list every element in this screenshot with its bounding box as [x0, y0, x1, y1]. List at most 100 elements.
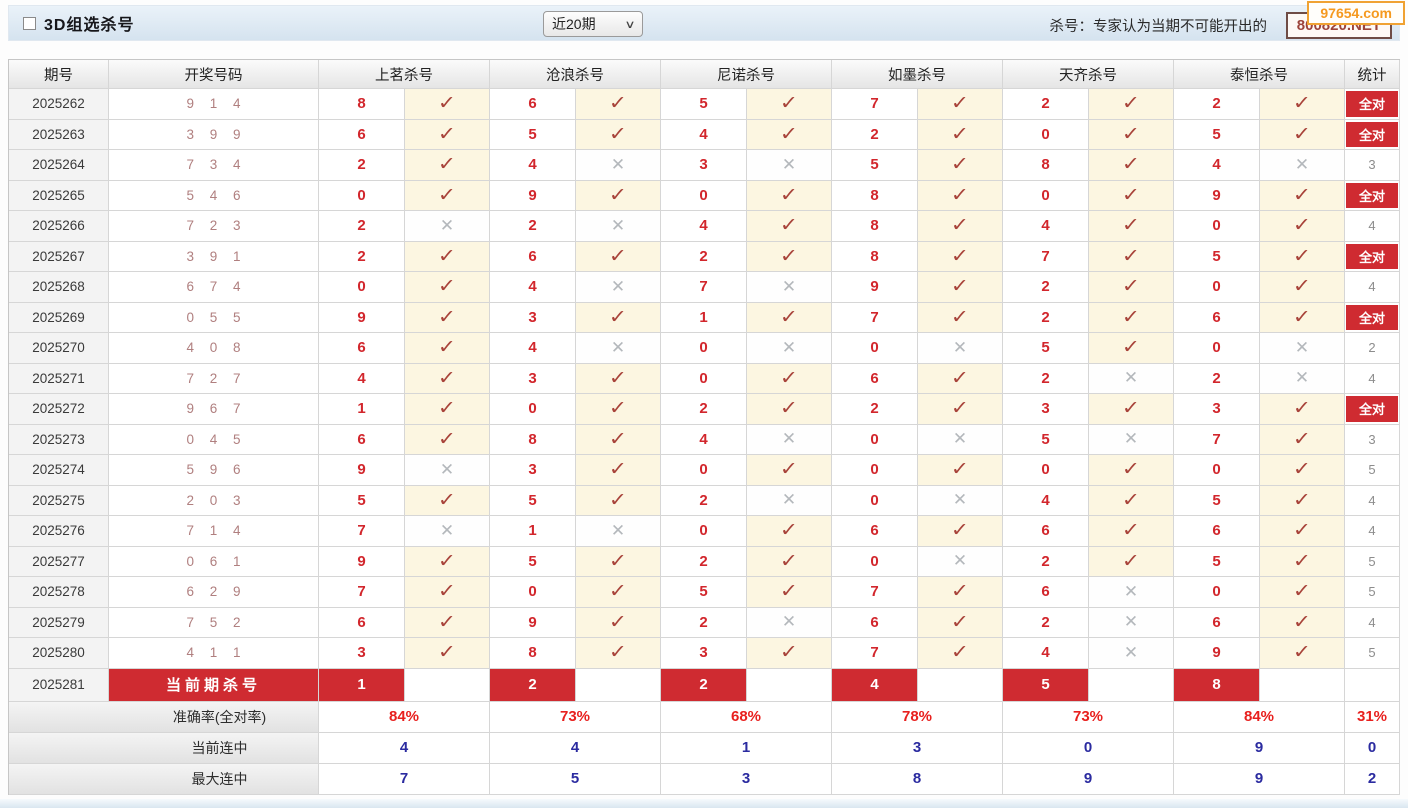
- kill-result-cell: ✓: [1260, 119, 1345, 150]
- check-icon: ✓: [437, 581, 457, 603]
- check-icon: ✓: [1121, 245, 1141, 267]
- kill-number-cell: 3: [1174, 394, 1260, 425]
- cross-icon: ✕: [781, 490, 797, 510]
- kill-number-cell: 5: [1174, 119, 1260, 150]
- all-match-badge: 全对: [1346, 182, 1398, 208]
- check-icon: ✓: [950, 520, 970, 542]
- kill-number-cell: 6: [319, 424, 405, 455]
- recent-periods-select[interactable]: 近20期 ∨: [543, 11, 643, 37]
- check-icon: ✓: [608, 642, 628, 664]
- kill-result-cell: ✕: [1089, 607, 1174, 638]
- cross-icon: ✕: [1123, 612, 1139, 632]
- kill-number-cell: 1: [319, 394, 405, 425]
- kill-number-cell: 1: [490, 516, 576, 547]
- kill-result-cell: ✓: [918, 394, 1003, 425]
- kill-result-cell: ✕: [405, 455, 490, 486]
- kill-result-cell: ✓: [918, 516, 1003, 547]
- check-icon: ✓: [437, 123, 457, 145]
- kill-number-cell: 5: [832, 150, 918, 181]
- draw-numbers-cell: 0 4 5: [109, 424, 319, 455]
- kill-result-cell: ✓: [747, 89, 832, 120]
- recent-periods-value: 近20期: [552, 16, 596, 32]
- summary-stat-cell: 0: [1345, 732, 1400, 764]
- cross-icon: ✕: [952, 551, 968, 571]
- period-cell: 2025278: [9, 577, 109, 608]
- cross-icon: ✕: [1123, 368, 1139, 388]
- kill-number-cell: 0: [1174, 211, 1260, 242]
- kill-result-cell: ✓: [405, 485, 490, 516]
- check-icon: ✓: [1292, 520, 1312, 542]
- check-icon: ✓: [950, 398, 970, 420]
- select-checkbox[interactable]: [23, 16, 36, 30]
- kill-number-cell: 4: [1174, 150, 1260, 181]
- stat-cell: 4: [1345, 516, 1400, 547]
- kill-result-cell: [918, 668, 1003, 702]
- kill-result-cell: ✓: [1260, 89, 1345, 120]
- kill-number-cell: 7: [832, 577, 918, 608]
- period-cell: 2025274: [9, 455, 109, 486]
- check-icon: ✓: [1292, 459, 1312, 481]
- draw-numbers-cell: 0 6 1: [109, 546, 319, 577]
- kill-number-cell: 8: [832, 241, 918, 272]
- summary-label-cell: 当前连中: [9, 732, 319, 764]
- kill-number-cell: 0: [832, 485, 918, 516]
- summary-stat-cell: 31%: [1345, 701, 1400, 733]
- kill-result-cell: ✓: [1089, 302, 1174, 333]
- draw-numbers-cell: 9 1 4: [109, 89, 319, 120]
- check-icon: ✓: [1121, 398, 1141, 420]
- kill-result-cell: ✓: [747, 455, 832, 486]
- kill-result-cell: ✕: [1260, 363, 1345, 394]
- kill-result-cell: ✕: [918, 424, 1003, 455]
- cross-icon: ✕: [610, 215, 626, 235]
- kill-result-cell: ✓: [747, 180, 832, 211]
- kill-result-cell: ✓: [1260, 455, 1345, 486]
- kill-number-cell: 4: [490, 150, 576, 181]
- kill-number-cell: 6: [319, 607, 405, 638]
- kill-result-cell: ✓: [405, 89, 490, 120]
- check-icon: ✓: [608, 489, 628, 511]
- kill-result-cell: ✓: [576, 638, 661, 669]
- kill-number-cell: 6: [1174, 607, 1260, 638]
- kill-result-cell: ✓: [747, 546, 832, 577]
- kill-result-cell: ✕: [576, 211, 661, 242]
- kill-number-cell: 8: [832, 211, 918, 242]
- kill-result-cell: ✓: [747, 394, 832, 425]
- check-icon: ✓: [950, 306, 970, 328]
- kill-number-cell: 6: [319, 333, 405, 364]
- kill-number-cell: 2: [319, 211, 405, 242]
- kill-result-cell: ✓: [1089, 394, 1174, 425]
- kill-number-cell: 6: [1003, 516, 1089, 547]
- kill-number-cell: 6: [319, 119, 405, 150]
- period-cell: 2025262: [9, 89, 109, 120]
- kill-result-cell: ✕: [405, 516, 490, 547]
- cross-icon: ✕: [439, 215, 455, 235]
- check-icon: ✓: [1121, 520, 1141, 542]
- kill-number-cell: 2: [1174, 89, 1260, 120]
- kill-number-cell: 4: [490, 272, 576, 303]
- summary-value-cell: 4: [319, 732, 490, 764]
- kill-number-cell: 4: [661, 424, 747, 455]
- kill-result-cell: ✓: [747, 363, 832, 394]
- current-kill-number-cell: 2: [661, 668, 747, 702]
- check-icon: ✓: [950, 154, 970, 176]
- check-icon: ✓: [1292, 93, 1312, 115]
- kill-number-cell: 7: [1174, 424, 1260, 455]
- check-icon: ✓: [608, 245, 628, 267]
- summary-value-cell: 3: [661, 763, 832, 795]
- kill-number-cell: 3: [1003, 394, 1089, 425]
- kill-result-cell: ✕: [747, 333, 832, 364]
- kill-number-cell: 2: [319, 150, 405, 181]
- current-kill-number-cell: 2: [490, 668, 576, 702]
- kill-number-cell: 3: [490, 302, 576, 333]
- check-icon: ✓: [779, 581, 799, 603]
- kill-number-cell: 7: [319, 577, 405, 608]
- kill-result-cell: ✓: [405, 119, 490, 150]
- kill-result-cell: ✕: [747, 272, 832, 303]
- check-icon: ✓: [950, 215, 970, 237]
- kill-result-cell: ✓: [1260, 577, 1345, 608]
- check-icon: ✓: [1121, 215, 1141, 237]
- period-cell: 2025268: [9, 272, 109, 303]
- period-cell: 2025269: [9, 302, 109, 333]
- kill-number-cell: 6: [1003, 577, 1089, 608]
